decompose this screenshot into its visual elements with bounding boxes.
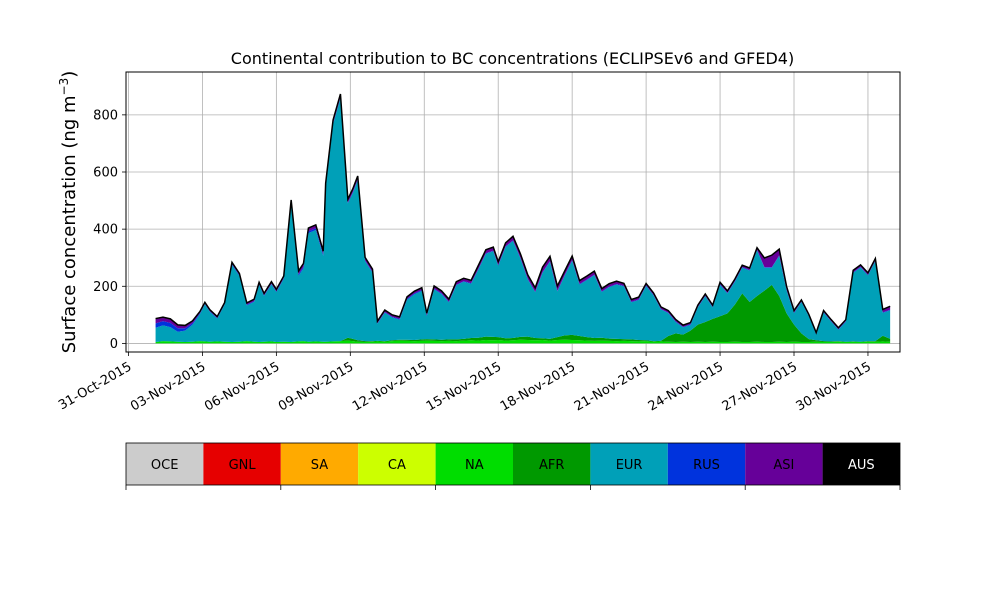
x-tick-label: 06-Nov-2015 bbox=[202, 359, 282, 414]
x-tick-label: 27-Nov-2015 bbox=[720, 359, 800, 414]
x-tick-label: 21-Nov-2015 bbox=[572, 359, 652, 414]
area-na bbox=[155, 339, 891, 344]
legend-swatch-sa bbox=[280, 443, 359, 485]
area-afr bbox=[155, 284, 891, 342]
x-tick-label: 03-Nov-2015 bbox=[128, 359, 208, 414]
x-tick-label: 31-Oct-2015 bbox=[56, 359, 134, 413]
legend-label-asi: ASI bbox=[773, 458, 794, 473]
x-tick-label: 30-Nov-2015 bbox=[794, 359, 874, 414]
x-tick-label: 09-Nov-2015 bbox=[276, 359, 356, 414]
y-axis-label-main: Surface concentration (ng m bbox=[59, 95, 80, 353]
legend-label-aus: AUS bbox=[848, 458, 875, 473]
legend-label-gnl: GNL bbox=[229, 458, 257, 473]
area-eur bbox=[155, 98, 891, 342]
legend-frame bbox=[125, 442, 901, 486]
stacked-areas bbox=[155, 94, 891, 344]
legend-swatch-na bbox=[435, 443, 513, 485]
x-axis-ticks: 31-Oct-201503-Nov-201506-Nov-201509-Nov-… bbox=[56, 352, 874, 414]
y-tick-label: 0 bbox=[110, 337, 118, 352]
x-tick-label: 15-Nov-2015 bbox=[424, 359, 504, 414]
legend-swatch-afr bbox=[513, 443, 591, 485]
y-axis-ticks: 0 200 400 600 800 bbox=[93, 108, 126, 352]
x-tick-label: 24-Nov-2015 bbox=[646, 359, 726, 414]
y-tick-label: 200 bbox=[93, 280, 118, 295]
legend-swatch-asi bbox=[745, 443, 823, 485]
legend-label-eur: EUR bbox=[616, 458, 643, 473]
legend-colorbar: OCE GNL SA CA NA AFR EUR RUS ASI AUS bbox=[125, 442, 901, 490]
plot-frame bbox=[125, 71, 901, 353]
y-axis-label: Surface concentration (ng m−3) bbox=[57, 71, 80, 354]
y-tick-label: 800 bbox=[93, 108, 118, 123]
legend-label-afr: AFR bbox=[539, 458, 564, 473]
y-tick-label: 600 bbox=[93, 166, 118, 181]
x-tick-label: 12-Nov-2015 bbox=[350, 359, 430, 414]
legend-swatch-gnl bbox=[203, 443, 281, 485]
legend-swatch-rus bbox=[667, 443, 746, 485]
legend-swatch-ca bbox=[358, 443, 436, 485]
y-tick-label: 400 bbox=[93, 223, 118, 238]
legend-swatch-eur bbox=[590, 443, 668, 485]
total-outline bbox=[155, 93, 891, 335]
legend-label-na: NA bbox=[465, 458, 484, 473]
y-axis-label-close: ) bbox=[59, 71, 80, 78]
legend-label-rus: RUS bbox=[693, 458, 720, 473]
chart-title: Continental contribution to BC concentra… bbox=[231, 49, 794, 68]
y-axis-label-superscript: −3 bbox=[57, 78, 71, 96]
x-tick-label: 18-Nov-2015 bbox=[498, 359, 578, 414]
legend-swatch-aus bbox=[822, 443, 900, 485]
legend-label-sa: SA bbox=[311, 458, 328, 473]
legend-label-oce: OCE bbox=[151, 458, 179, 473]
legend-label-ca: CA bbox=[388, 458, 406, 473]
legend-swatch-oce bbox=[126, 443, 204, 485]
